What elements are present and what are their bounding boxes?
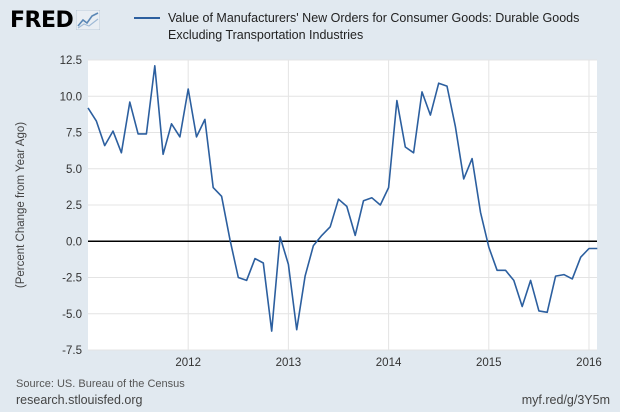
y-tick-label: 0.0 <box>66 236 82 248</box>
y-axis-label: (Percent Change from Year Ago) <box>15 122 27 288</box>
site-link[interactable]: research.stlouisfed.org <box>16 393 143 407</box>
series-line <box>87 65 598 332</box>
y-tick-label: 2.5 <box>66 200 82 212</box>
y-tick-labels: 12.5 10.0 7.5 5.0 2.5 0.0 -2.5 -5.0 -7.5 <box>60 55 82 357</box>
chart-line-icon <box>76 10 101 30</box>
source-note: Source: US. Bureau of the Census <box>16 378 185 390</box>
y-tick-label: -5.0 <box>62 309 82 321</box>
short-url-link[interactable]: myf.red/g/3Y5m <box>521 393 610 407</box>
x-tick-label: 2016 <box>576 357 602 369</box>
legend: Value of Manufacturers' New Orders for C… <box>134 10 608 44</box>
fred-logo-text: FRED <box>10 8 74 33</box>
y-tick-label: 7.5 <box>66 128 82 140</box>
x-tick-labels: 2012 2013 2014 2015 2016 <box>175 357 601 369</box>
x-tick-label: 2015 <box>476 357 502 369</box>
y-tick-label: -7.5 <box>62 345 82 357</box>
y-tick-label: 5.0 <box>66 164 82 176</box>
x-tick-label: 2014 <box>376 357 402 369</box>
legend-label: Value of Manufacturers' New Orders for C… <box>168 11 580 42</box>
fred-logo[interactable]: FRED <box>10 8 101 34</box>
x-tick-label: 2013 <box>276 357 302 369</box>
x-tick-label: 2012 <box>175 357 201 369</box>
y-tick-label: 10.0 <box>60 91 82 103</box>
y-tick-label: 12.5 <box>60 55 82 67</box>
gridlines <box>88 59 597 351</box>
legend-swatch <box>134 17 160 19</box>
y-tick-label: -2.5 <box>62 273 82 285</box>
